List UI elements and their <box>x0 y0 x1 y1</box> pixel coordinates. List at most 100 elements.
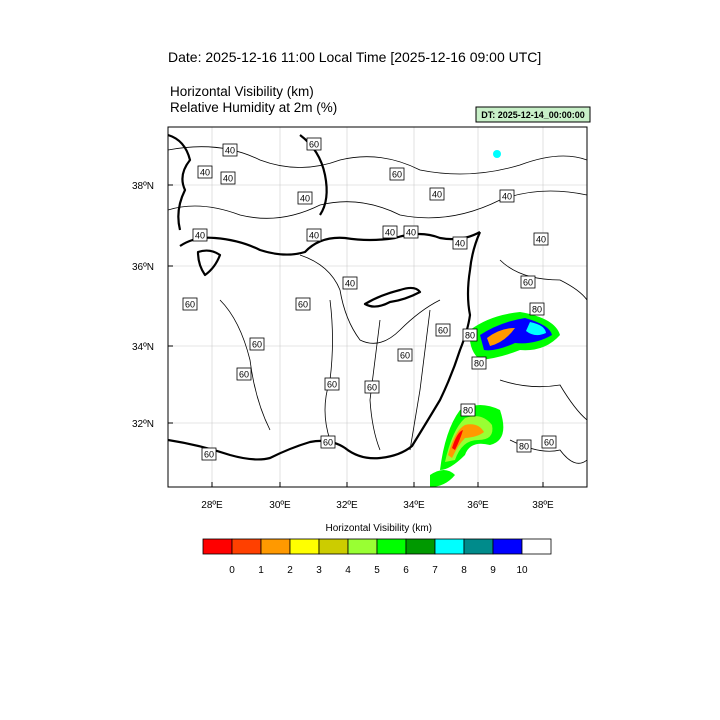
contour-label-box <box>364 380 380 394</box>
contour-label-box <box>201 447 217 461</box>
contour-label-box <box>342 276 358 290</box>
colorbar-label: 7 <box>432 565 438 576</box>
contour-label: 40 <box>385 228 395 238</box>
contour-label: 80 <box>519 442 529 452</box>
lat-label: 36ºN <box>132 262 154 273</box>
colorbar-box <box>289 538 320 555</box>
contour-label-box <box>295 297 311 311</box>
map <box>167 126 588 488</box>
contour-label-box <box>462 328 478 342</box>
contour-label: 80 <box>465 331 475 341</box>
lon-label: 36ºE <box>467 500 489 511</box>
colorbar-box <box>376 538 407 555</box>
colorbar-box <box>521 538 552 555</box>
contour-label: 60 <box>185 300 195 310</box>
dt-label: DT: 2025-12-14_00:00:00 <box>481 110 585 120</box>
colorbar-label: 4 <box>345 565 351 576</box>
colorbar-label: 5 <box>374 565 380 576</box>
contour-label-box <box>320 435 336 449</box>
colorbar-label: 9 <box>490 565 496 576</box>
colorbar-box <box>318 538 349 555</box>
contour-label: 40 <box>406 228 416 238</box>
lat-label: 38ºN <box>132 181 154 192</box>
colorbar-label: 3 <box>316 565 322 576</box>
contour-label-box <box>389 167 405 181</box>
lon-label: 30ºE <box>269 500 291 511</box>
contour-label-box <box>382 225 398 239</box>
contour-label-box <box>499 189 515 203</box>
colorbar-box <box>463 538 494 555</box>
contour-label: 40 <box>309 231 319 241</box>
contour-label-box <box>306 137 322 151</box>
contour-label: 80 <box>532 305 542 315</box>
visibility-field <box>430 150 560 487</box>
contour-label: 60 <box>323 438 333 448</box>
contour-label: 60 <box>438 326 448 336</box>
colorbar-label: 8 <box>461 565 467 576</box>
contours <box>168 146 587 464</box>
colorbar-label: 6 <box>403 565 409 576</box>
contour-label: 40 <box>345 279 355 289</box>
contour-label: 80 <box>463 406 473 416</box>
contour-label-box <box>222 143 238 157</box>
colorbar-label: 1 <box>258 565 264 576</box>
contour-label: 60 <box>309 140 319 150</box>
contour-label: 80 <box>474 359 484 369</box>
contour-label-box <box>192 228 208 242</box>
contour-label-box <box>403 225 419 239</box>
contour-label: 40 <box>455 239 465 249</box>
contour-label-box <box>541 435 557 449</box>
contour-label-box <box>516 439 532 453</box>
contour-label-box <box>452 236 468 250</box>
contour-label-box <box>197 165 213 179</box>
lon-label: 34ºE <box>403 500 425 511</box>
lon-label: 38ºE <box>532 500 554 511</box>
colorbar-box <box>260 538 291 555</box>
contour-label: 40 <box>200 168 210 178</box>
colorbar-box <box>202 538 233 555</box>
contour-label-box <box>236 367 252 381</box>
colorbar-box <box>405 538 436 555</box>
colorbar-box <box>434 538 465 555</box>
contour-label-box <box>435 323 451 337</box>
contour-label-box <box>297 191 313 205</box>
field-title: Horizontal Visibility (km) <box>170 84 314 99</box>
contour-label: 40 <box>300 194 310 204</box>
colorbar-title: Horizontal Visibility (km) <box>325 523 432 534</box>
colorbar-box <box>492 538 523 555</box>
contour-label-box <box>529 302 545 316</box>
lon-label: 32ºE <box>336 500 358 511</box>
contour-label: 40 <box>502 192 512 202</box>
contour-label: 60 <box>239 370 249 380</box>
contour-label: 60 <box>523 278 533 288</box>
contour-label-box <box>460 403 476 417</box>
colorbar-label: 10 <box>516 565 528 576</box>
contour-label-box <box>429 187 445 201</box>
contour-label-box <box>324 377 340 391</box>
contour-label: 60 <box>252 340 262 350</box>
contour-label: 40 <box>432 190 442 200</box>
date-title: Date: 2025-12-16 11:00 Local Time [2025-… <box>168 49 541 65</box>
lon-label: 28ºE <box>201 500 223 511</box>
colorbar-label: 0 <box>229 565 235 576</box>
contour-label-box <box>520 275 536 289</box>
contour-label-box <box>533 232 549 246</box>
contour-label-box <box>397 348 413 362</box>
lat-label: 32ºN <box>132 419 154 430</box>
contour-label: 60 <box>204 450 214 460</box>
contour-label: 40 <box>223 174 233 184</box>
contour-label: 60 <box>392 170 402 180</box>
contour-label-box <box>182 297 198 311</box>
contour-label: 60 <box>327 380 337 390</box>
contour-label: 40 <box>536 235 546 245</box>
contour-label: 60 <box>367 383 377 393</box>
colorbar-label: 2 <box>287 565 293 576</box>
contour-label: 60 <box>400 351 410 361</box>
contour-label: 60 <box>298 300 308 310</box>
contour-label-box <box>249 337 265 351</box>
colorbar-box <box>347 538 378 555</box>
contour-label-box <box>220 171 236 185</box>
lat-label: 34ºN <box>132 342 154 353</box>
contour-label-box <box>306 228 322 242</box>
